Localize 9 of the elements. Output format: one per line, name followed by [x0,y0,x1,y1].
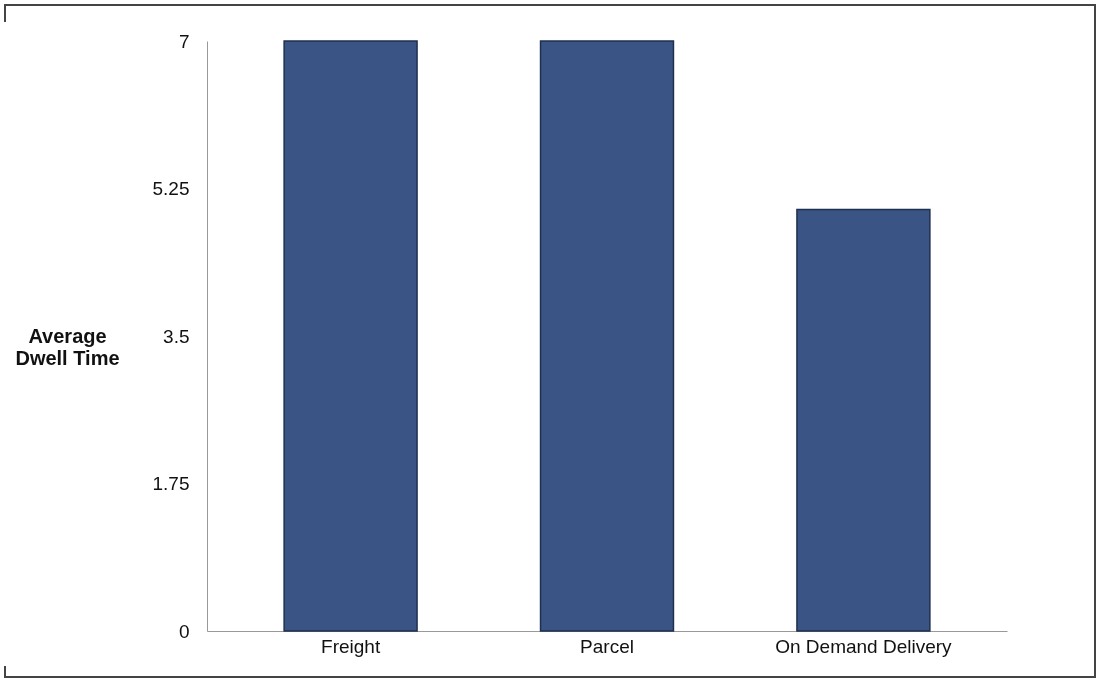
y-tick-label: 7 [178,30,190,52]
y-tick-label: 1.75 [152,473,190,494]
x-tick-label: Freight [321,635,381,657]
x-tick-label: On Demand Delivery [775,635,953,657]
y-tick-label: 5.25 [152,178,190,199]
y-tick-label: 0 [178,620,190,642]
y-axis-title: Average Dwell Time [15,324,120,369]
x-tick-label: Parcel [580,635,634,657]
y-tick-label: 3.5 [163,325,190,347]
